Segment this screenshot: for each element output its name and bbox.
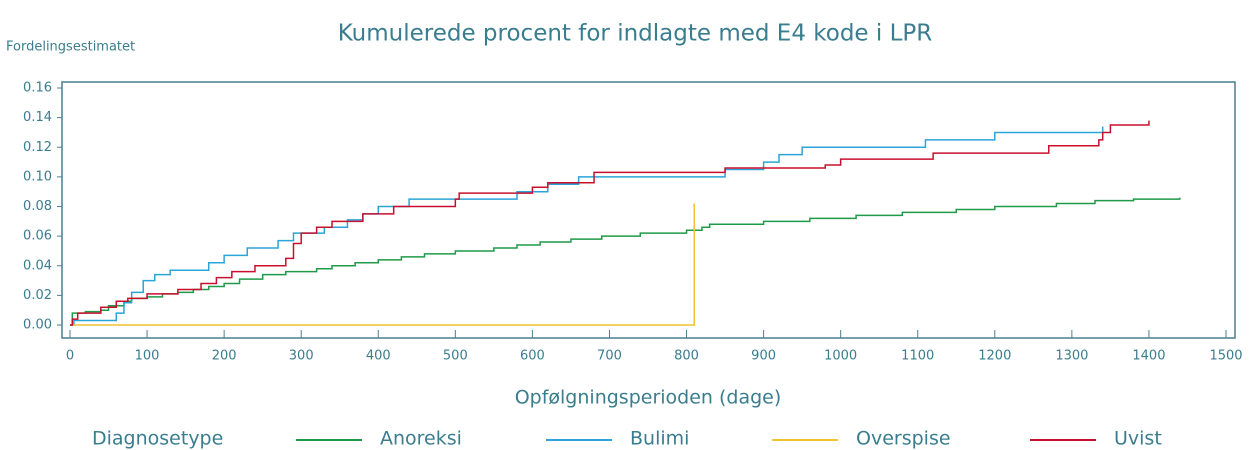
series-line [70,120,1150,326]
x-tick-label: 400 [366,349,391,364]
y-tick-label: 0.04 [23,258,52,273]
legend-label: Bulimi [630,428,689,450]
y-tick-label: 0.12 [23,140,52,155]
x-tick-label: 0 [66,349,74,364]
x-tick-label: 300 [289,349,314,364]
x-tick-label: 1100 [901,349,934,364]
x-tick-label: 700 [597,349,622,364]
x-tick-label: 500 [443,349,468,364]
x-axis-label: Opfølgningsperioden (dage) [515,387,782,409]
y-tick-label: 0.10 [23,169,52,184]
y-tick-label: 0.00 [23,318,52,333]
y-tick-label: 0.06 [23,229,52,244]
y-axis-label: Fordelingsestimatet [6,40,135,55]
legend-label: Anoreksi [380,428,462,450]
x-tick-label: 1000 [824,349,857,364]
x-tick-label: 900 [751,349,776,364]
y-tick-label: 0.14 [23,110,52,125]
y-tick-label: 0.16 [23,81,52,96]
x-tick-label: 800 [674,349,699,364]
x-tick-label: 1400 [1132,349,1165,364]
chart-title: Kumulerede procent for indlagte med E4 k… [338,21,933,47]
x-tick-label: 1200 [978,349,1011,364]
legend-label: Overspise [856,428,951,450]
plot-frame [61,81,1236,339]
x-tick-label: 200 [212,349,237,364]
x-tick-label: 1500 [1209,349,1242,364]
series-line [70,203,695,326]
y-tick-label: 0.08 [23,199,52,214]
legend-title: Diagnosetype [92,428,223,450]
x-tick-label: 600 [520,349,545,364]
y-tick-label: 0.02 [23,288,52,303]
legend-label: Uvist [1114,428,1162,450]
series-line [70,126,1104,326]
series-line [70,197,1181,326]
x-tick-label: 1300 [1055,349,1088,364]
x-tick-label: 100 [135,349,160,364]
